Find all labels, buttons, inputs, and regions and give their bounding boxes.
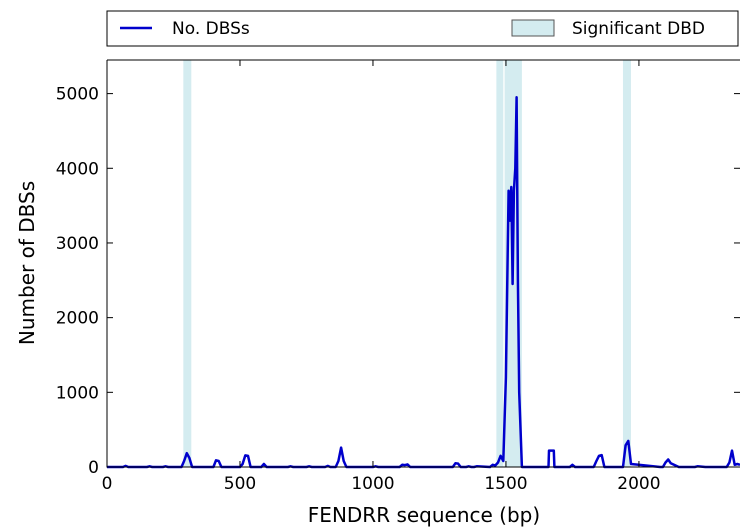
y-tick-label: 2000: [56, 309, 99, 329]
significant-region-3: [622, 60, 631, 467]
legend-label-dbd: Significant DBD: [572, 19, 705, 39]
series-line-dbs: [107, 96, 740, 469]
plot-area: 0 500 1000 1500 2000 0 1000 2000 3000 4000 5000: [56, 59, 740, 494]
y-tick-label: 5000: [56, 85, 99, 105]
y-tick-label: 0: [88, 458, 99, 478]
x-tick-label: 2000: [617, 474, 660, 494]
x-tick-label: 1000: [351, 474, 394, 494]
x-axis-label: FENDRR sequence (bp): [308, 503, 540, 527]
x-axis-ticks: 0 500 1000 1500 2000: [102, 60, 661, 494]
plot-frame: [106, 59, 740, 468]
significant-regions: [183, 60, 631, 467]
x-tick-label: 0: [102, 474, 113, 494]
significant-region-1: [496, 60, 504, 467]
x-tick-label: 1500: [484, 474, 527, 494]
legend-label-dbs: No. DBSs: [172, 19, 250, 39]
significant-region-0: [183, 60, 192, 467]
y-tick-label: 4000: [56, 159, 99, 179]
y-axis-ticks: 0 1000 2000 3000 4000 5000: [56, 85, 740, 478]
legend-patch-swatch: [511, 19, 555, 37]
y-tick-label: 1000: [56, 383, 99, 403]
y-axis-label: Number of DBSs: [15, 181, 39, 345]
y-tick-label: 3000: [56, 234, 99, 254]
legend: No. DBSs Significant DBD: [106, 10, 739, 47]
x-tick-label: 500: [224, 474, 256, 494]
legend-frame: [106, 10, 739, 47]
